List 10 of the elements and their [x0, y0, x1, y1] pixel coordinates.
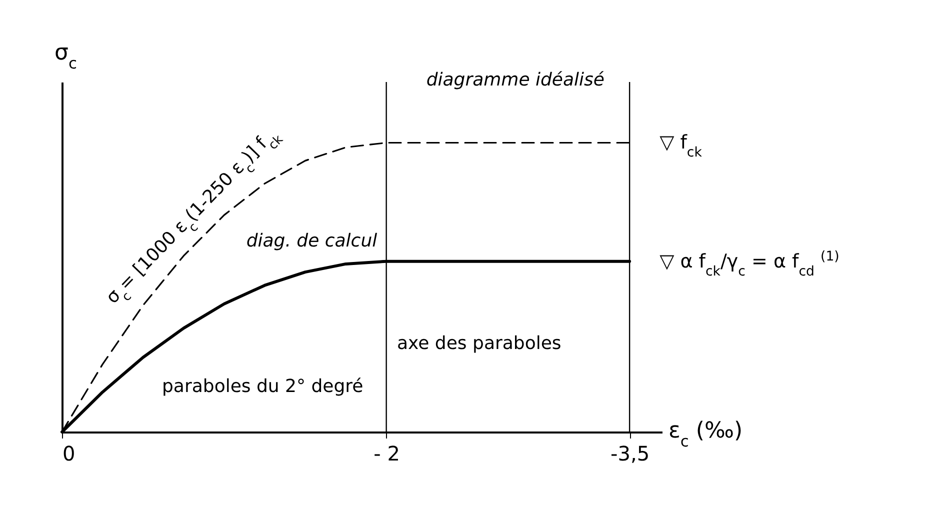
series-label: diag. de calcul — [246, 230, 378, 252]
annotation: paraboles du 2° degré — [162, 376, 364, 397]
text: diagramme idéalisé — [426, 70, 604, 91]
x-tick-label: -3,5 — [610, 442, 650, 466]
x-tick-label: - 2 — [374, 442, 400, 466]
y-axis-title: σ$_{c}$ — [54, 40, 77, 72]
annotation: ▽ f$_{ck}$ — [660, 132, 702, 160]
x-tick-label: 0 — [62, 442, 76, 466]
annotation: axe des paraboles — [397, 333, 562, 354]
x-axis-title: ε$_{c}$ (‰) — [668, 418, 743, 450]
